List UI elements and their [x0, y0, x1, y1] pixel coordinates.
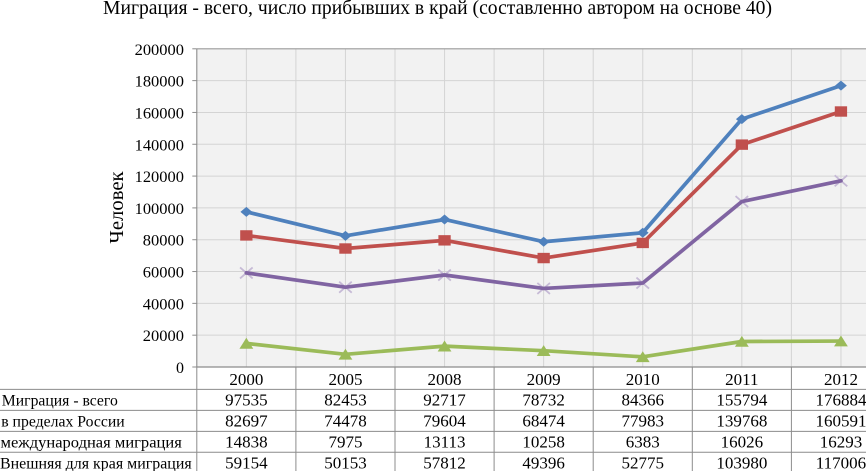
svg-text:16026: 16026 — [721, 433, 764, 452]
svg-text:100000: 100000 — [135, 201, 184, 218]
svg-text:68474: 68474 — [522, 412, 565, 431]
svg-text:Миграция - всего: Миграция - всего — [2, 393, 118, 410]
svg-text:2010: 2010 — [626, 370, 660, 389]
svg-text:155794: 155794 — [716, 391, 768, 410]
svg-text:2011: 2011 — [725, 370, 758, 389]
svg-text:82453: 82453 — [324, 391, 367, 410]
svg-text:77983: 77983 — [622, 412, 665, 431]
svg-text:117006: 117006 — [816, 454, 866, 471]
svg-text:10258: 10258 — [522, 433, 565, 452]
svg-text:в пределах России: в пределах России — [1, 414, 125, 431]
svg-text:7975: 7975 — [328, 433, 362, 452]
svg-text:82697: 82697 — [225, 412, 268, 431]
svg-text:180000: 180000 — [135, 74, 184, 91]
svg-text:140000: 140000 — [135, 137, 184, 154]
svg-text:международная миграция: международная миграция — [1, 434, 183, 451]
svg-text:80000: 80000 — [143, 233, 184, 250]
svg-text:139768: 139768 — [716, 412, 767, 431]
svg-text:20000: 20000 — [143, 328, 184, 345]
svg-text:160000: 160000 — [135, 105, 184, 122]
svg-text:176884: 176884 — [815, 391, 866, 410]
svg-text:6383: 6383 — [626, 433, 660, 452]
svg-text:60000: 60000 — [143, 265, 184, 282]
svg-text:Внешняя для края миграция: Внешняя для края миграция — [0, 455, 192, 471]
svg-text:40000: 40000 — [143, 296, 184, 313]
svg-text:14838: 14838 — [225, 433, 268, 452]
svg-text:16293: 16293 — [820, 433, 863, 452]
svg-text:57812: 57812 — [423, 454, 466, 471]
svg-text:92717: 92717 — [423, 391, 466, 410]
svg-text:79604: 79604 — [423, 412, 466, 431]
svg-text:160591: 160591 — [815, 412, 866, 431]
svg-text:Человек: Человек — [107, 171, 128, 244]
svg-text:2000: 2000 — [229, 370, 263, 389]
svg-text:120000: 120000 — [135, 169, 184, 186]
svg-text:97535: 97535 — [225, 391, 268, 410]
svg-text:2005: 2005 — [328, 370, 362, 389]
svg-text:59154: 59154 — [225, 454, 268, 471]
svg-text:2008: 2008 — [428, 370, 462, 389]
svg-text:2009: 2009 — [527, 370, 561, 389]
svg-text:103980: 103980 — [716, 454, 767, 471]
svg-text:Миграция - всего, число прибыв: Миграция - всего, число прибывших в край… — [103, 0, 772, 19]
svg-text:2012: 2012 — [824, 370, 858, 389]
svg-text:84366: 84366 — [622, 391, 665, 410]
svg-text:49396: 49396 — [522, 454, 565, 471]
svg-text:200000: 200000 — [135, 42, 184, 59]
svg-text:52775: 52775 — [622, 454, 665, 471]
svg-text:74478: 74478 — [324, 412, 367, 431]
svg-text:0: 0 — [176, 360, 184, 377]
svg-text:78732: 78732 — [522, 391, 565, 410]
svg-text:50153: 50153 — [324, 454, 367, 471]
svg-text:13113: 13113 — [424, 433, 466, 452]
